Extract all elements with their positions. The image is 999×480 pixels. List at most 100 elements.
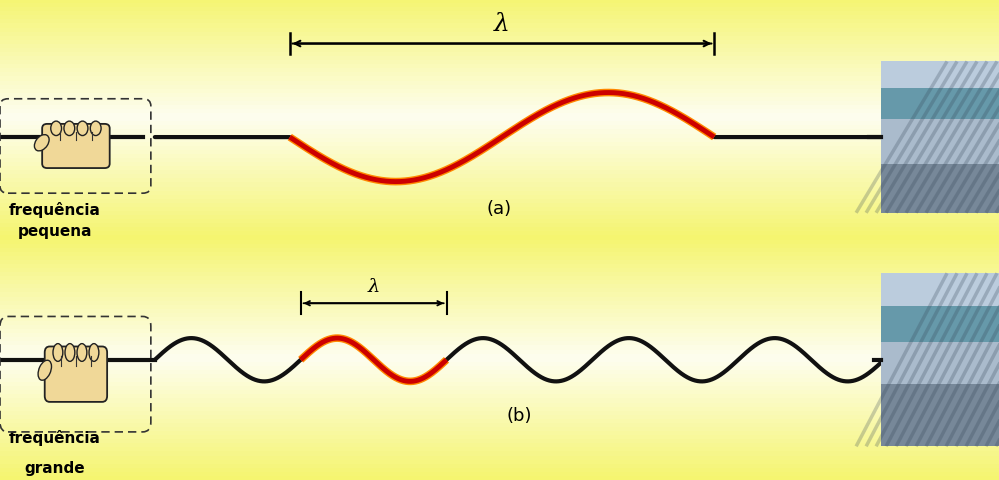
Bar xyxy=(0,106,999,110)
Bar xyxy=(0,431,999,435)
Bar xyxy=(0,264,999,268)
Ellipse shape xyxy=(90,122,101,136)
Bar xyxy=(881,274,999,446)
Bar xyxy=(0,114,999,118)
Bar xyxy=(0,403,999,407)
Bar xyxy=(0,370,999,374)
Bar xyxy=(881,62,999,89)
Bar xyxy=(0,143,999,146)
Bar xyxy=(0,346,999,350)
Bar xyxy=(0,447,999,452)
Bar xyxy=(0,321,999,325)
Bar xyxy=(0,216,999,220)
Bar xyxy=(0,187,999,191)
Bar xyxy=(0,94,999,97)
Bar xyxy=(0,155,999,159)
Bar xyxy=(0,439,999,444)
Bar xyxy=(0,411,999,415)
Bar xyxy=(0,325,999,329)
Ellipse shape xyxy=(51,122,62,136)
Ellipse shape xyxy=(34,135,49,152)
Bar xyxy=(0,248,999,252)
Bar xyxy=(0,102,999,106)
Bar xyxy=(0,110,999,114)
Bar xyxy=(0,77,999,81)
Bar xyxy=(0,329,999,334)
Bar xyxy=(0,350,999,354)
Bar xyxy=(0,118,999,122)
Ellipse shape xyxy=(89,344,99,361)
Bar xyxy=(0,81,999,85)
Bar xyxy=(0,134,999,138)
Bar xyxy=(0,383,999,386)
Bar xyxy=(0,45,999,49)
Bar xyxy=(0,12,999,16)
Bar xyxy=(0,171,999,175)
Bar xyxy=(0,65,999,69)
Bar xyxy=(0,122,999,126)
Bar xyxy=(0,20,999,24)
Bar xyxy=(0,289,999,293)
Bar xyxy=(0,301,999,305)
Bar xyxy=(0,244,999,248)
Bar xyxy=(0,49,999,53)
Text: frequência: frequência xyxy=(9,202,101,218)
Bar xyxy=(0,4,999,8)
Bar xyxy=(0,146,999,151)
Bar xyxy=(0,268,999,273)
Bar xyxy=(0,260,999,264)
Bar xyxy=(881,274,999,306)
Bar xyxy=(0,317,999,321)
Bar xyxy=(0,89,999,94)
Bar xyxy=(0,407,999,411)
Text: λ: λ xyxy=(368,277,380,295)
Bar xyxy=(0,337,999,342)
Bar xyxy=(0,305,999,309)
Bar xyxy=(0,297,999,301)
Bar xyxy=(0,16,999,20)
Bar xyxy=(0,220,999,224)
Bar xyxy=(0,8,999,12)
Bar xyxy=(0,456,999,460)
Bar xyxy=(0,175,999,179)
Ellipse shape xyxy=(64,122,75,136)
Bar xyxy=(0,285,999,289)
Bar xyxy=(0,24,999,28)
Bar xyxy=(0,435,999,439)
Bar xyxy=(0,276,999,281)
Bar xyxy=(0,53,999,57)
Text: λ: λ xyxy=(495,12,509,36)
Bar xyxy=(0,73,999,77)
Bar xyxy=(0,163,999,167)
Bar xyxy=(0,309,999,313)
Bar xyxy=(0,468,999,472)
Bar xyxy=(0,232,999,236)
Bar xyxy=(0,207,999,212)
Text: (b): (b) xyxy=(506,406,532,424)
Bar xyxy=(0,204,999,207)
Text: (a): (a) xyxy=(487,199,512,217)
Bar xyxy=(0,57,999,61)
Bar xyxy=(0,252,999,256)
Text: pequena: pequena xyxy=(18,224,92,239)
Bar xyxy=(881,384,999,446)
Bar xyxy=(0,126,999,130)
Bar xyxy=(881,120,999,165)
Bar xyxy=(0,256,999,260)
Bar xyxy=(0,444,999,447)
Bar xyxy=(0,415,999,419)
Bar xyxy=(0,36,999,41)
Bar xyxy=(0,228,999,232)
Bar xyxy=(0,273,999,276)
Bar xyxy=(0,362,999,366)
Bar xyxy=(0,472,999,476)
Text: frequência: frequência xyxy=(9,430,101,445)
Bar xyxy=(881,62,999,213)
Bar xyxy=(0,374,999,378)
Bar xyxy=(0,240,999,244)
Bar xyxy=(0,151,999,155)
Ellipse shape xyxy=(38,360,52,381)
Bar xyxy=(0,97,999,102)
FancyBboxPatch shape xyxy=(42,125,110,168)
Bar xyxy=(0,224,999,228)
